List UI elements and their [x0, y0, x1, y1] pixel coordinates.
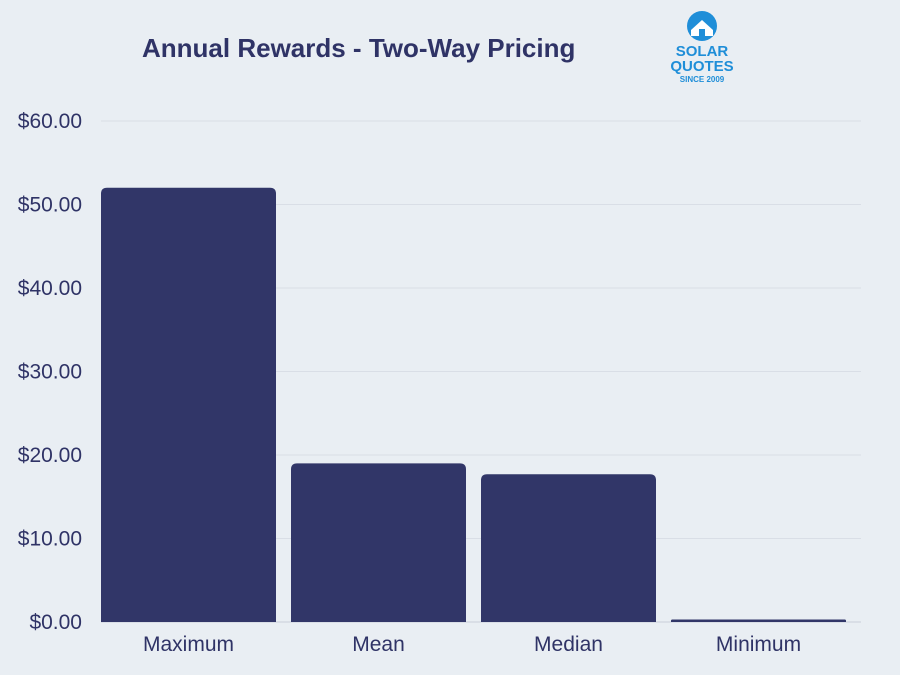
x-tick-label: Median [534, 633, 603, 656]
y-tick-label: $20.00 [18, 444, 82, 467]
y-axis: $0.00 $10.00 $20.00 $30.00 $40.00 $50.00 $60.0… [18, 110, 82, 634]
y-tick-label: $50.00 [18, 194, 82, 217]
y-tick-label: $0.00 [29, 611, 82, 634]
x-tick-label: Mean [352, 633, 405, 656]
y-tick-label: $10.00 [18, 528, 82, 551]
y-tick-label: $30.00 [18, 361, 82, 384]
y-tick-label: $40.00 [18, 277, 82, 300]
bars [101, 187, 846, 623]
x-tick-label: Minimum [716, 633, 801, 656]
logo-house-icon [691, 20, 713, 36]
x-tick-label: Maximum [143, 633, 234, 656]
logo-text-quotes: QUOTES [670, 58, 733, 75]
bar-minimum [671, 619, 846, 622]
logo-text-solar: SOLAR [676, 43, 729, 60]
bar-maximum [101, 187, 276, 623]
logo-text-since: SINCE 2009 [680, 75, 725, 84]
x-axis: Maximum Mean Median Minimum [143, 633, 801, 656]
y-tick-label: $60.00 [18, 110, 82, 133]
chart-title: Annual Rewards - Two-Way Pricing [142, 33, 576, 63]
bar-mean [291, 463, 466, 622]
bar-median [481, 474, 656, 622]
solarquotes-logo: SOLAR QUOTES SINCE 2009 [670, 11, 734, 84]
